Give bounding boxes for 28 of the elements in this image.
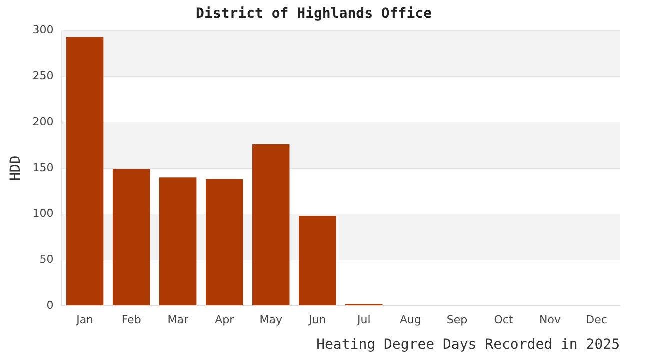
x-tick-label: Aug [400,313,422,326]
y-tick-label: 200 [32,115,54,128]
x-tick-label: Jun [308,313,326,326]
x-tick-label: Apr [215,313,235,326]
bar [206,179,244,306]
x-tick-label: Nov [539,313,562,326]
y-tick-label: 100 [32,207,54,220]
bar [299,216,336,306]
bar [159,178,197,306]
y-tick-label: 50 [40,252,54,266]
x-tick-label: Mar [168,313,189,326]
x-tick-label: Jul [356,313,371,326]
x-tick-label: Oct [494,313,514,326]
x-tick-label: Dec [586,313,608,326]
bar [112,169,150,306]
chart-title: District of Highlands Office [196,6,432,22]
y-tick-label: 300 [32,24,54,37]
x-tick-label: May [260,313,283,326]
bar [252,144,290,306]
y-tick-label: 0 [46,298,54,312]
y-tick-label: 250 [32,70,54,83]
x-tick-label: Feb [122,313,142,326]
y-tick-label: 150 [32,161,54,174]
x-tick-label: Jan [76,313,94,326]
x-axis-title: Heating Degree Days Recorded in 2025 [316,337,620,354]
x-tick-label: Sep [446,313,468,326]
bar [66,37,104,306]
y-axis-title: HDD [8,156,24,182]
